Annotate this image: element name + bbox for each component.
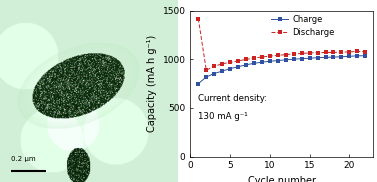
Discharge (228, 61, 232, 64)
Discharge (355, 50, 360, 53)
Discharge (236, 60, 241, 62)
Discharge (268, 55, 272, 57)
Charge (220, 70, 224, 72)
Discharge (276, 54, 280, 56)
Charge (268, 60, 272, 62)
Charge (260, 61, 264, 63)
Discharge (299, 52, 304, 55)
Discharge (307, 52, 312, 54)
Charge (196, 83, 201, 85)
Discharge (347, 51, 352, 53)
Discharge (196, 18, 201, 20)
Charge (236, 66, 241, 68)
Charge (284, 59, 288, 61)
Legend: Charge, Discharge: Charge, Discharge (271, 15, 334, 37)
Discharge (252, 57, 256, 59)
Line: Charge: Charge (196, 54, 367, 86)
Discharge (363, 51, 368, 53)
Text: 0.2 μm: 0.2 μm (11, 156, 35, 162)
Charge (331, 56, 336, 58)
Discharge (315, 52, 320, 54)
Charge (204, 76, 208, 78)
Charge (339, 56, 344, 58)
Charge (363, 55, 368, 57)
Charge (212, 72, 216, 75)
Charge (291, 58, 296, 60)
Text: Current density:: Current density: (198, 94, 267, 103)
Discharge (291, 53, 296, 55)
Charge (299, 58, 304, 60)
Charge (252, 62, 256, 64)
Discharge (323, 51, 328, 54)
Discharge (220, 63, 224, 65)
Discharge (204, 69, 208, 71)
Charge (307, 57, 312, 59)
Discharge (284, 54, 288, 56)
Charge (347, 55, 352, 58)
Discharge (260, 56, 264, 58)
Charge (244, 64, 248, 66)
Text: 130 mA g⁻¹: 130 mA g⁻¹ (198, 112, 247, 121)
Discharge (212, 65, 216, 67)
Discharge (331, 51, 336, 54)
Discharge (339, 51, 344, 53)
Line: Discharge: Discharge (196, 17, 367, 72)
Y-axis label: Capacity (mA h g⁻¹): Capacity (mA h g⁻¹) (147, 35, 157, 132)
Charge (355, 55, 360, 57)
Charge (315, 57, 320, 59)
Charge (323, 56, 328, 58)
X-axis label: Cycle number: Cycle number (248, 176, 316, 182)
Discharge (244, 58, 248, 61)
Charge (228, 68, 232, 70)
Charge (276, 60, 280, 62)
